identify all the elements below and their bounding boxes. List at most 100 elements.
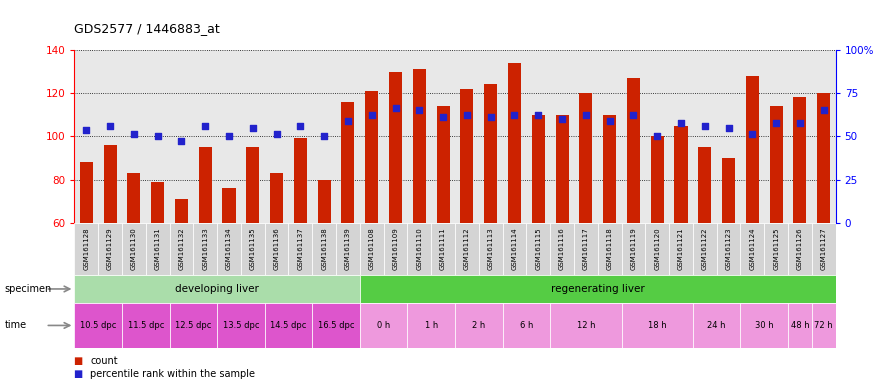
Text: ■: ■ [74, 369, 87, 379]
Text: 30 h: 30 h [755, 321, 774, 330]
Text: GSM161120: GSM161120 [654, 227, 661, 270]
Bar [241, 223, 265, 275]
Bar [722, 158, 735, 223]
Text: GSM161136: GSM161136 [274, 227, 280, 270]
Text: GSM161126: GSM161126 [797, 227, 803, 270]
Text: GSM161109: GSM161109 [393, 227, 398, 270]
Bar [408, 223, 431, 275]
Text: percentile rank within the sample: percentile rank within the sample [90, 369, 256, 379]
Text: GSM161125: GSM161125 [774, 227, 779, 270]
Point [436, 114, 450, 120]
Bar [812, 303, 836, 348]
Bar [502, 223, 527, 275]
Text: 10.5 dpc: 10.5 dpc [80, 321, 116, 330]
Text: 13.5 dpc: 13.5 dpc [222, 321, 259, 330]
Point [365, 112, 379, 118]
Point [697, 122, 711, 129]
Bar [265, 303, 312, 348]
Point [793, 120, 807, 126]
Bar [193, 223, 217, 275]
Bar [646, 223, 669, 275]
Point [674, 120, 688, 126]
Bar [794, 98, 807, 223]
Bar [455, 303, 502, 348]
Bar [651, 136, 664, 223]
Bar [484, 84, 497, 223]
Bar [246, 147, 259, 223]
Text: GSM161134: GSM161134 [226, 227, 232, 270]
Text: 18 h: 18 h [648, 321, 667, 330]
Bar [413, 70, 426, 223]
Point [199, 122, 213, 129]
Bar [556, 115, 569, 223]
Text: GSM161111: GSM161111 [440, 227, 446, 270]
Bar [122, 303, 170, 348]
Bar [455, 223, 479, 275]
Bar [669, 223, 693, 275]
Bar [74, 303, 122, 348]
Bar [312, 303, 360, 348]
Bar [603, 115, 616, 223]
Text: 2 h: 2 h [473, 321, 486, 330]
Point [317, 133, 331, 139]
Bar [146, 223, 170, 275]
Point [293, 122, 307, 129]
Bar [199, 147, 212, 223]
Point [555, 116, 569, 122]
Point [388, 105, 402, 111]
Bar [127, 173, 140, 223]
Bar [693, 303, 740, 348]
Point [412, 108, 426, 114]
Bar [479, 223, 502, 275]
Point [507, 112, 522, 118]
Text: 16.5 dpc: 16.5 dpc [318, 321, 354, 330]
Text: GSM161112: GSM161112 [464, 227, 470, 270]
Bar [698, 147, 711, 223]
Bar [175, 199, 188, 223]
Point [460, 112, 474, 118]
Bar [336, 223, 360, 275]
Bar [294, 139, 307, 223]
Point [746, 131, 760, 137]
Bar [788, 303, 812, 348]
Text: 11.5 dpc: 11.5 dpc [128, 321, 164, 330]
Bar [788, 223, 812, 275]
Bar [817, 93, 830, 223]
Bar [812, 223, 836, 275]
Text: 12 h: 12 h [577, 321, 595, 330]
Bar [151, 182, 164, 223]
Text: specimen: specimen [4, 284, 52, 294]
Text: 72 h: 72 h [815, 321, 833, 330]
Bar [502, 303, 550, 348]
Text: GSM161124: GSM161124 [749, 227, 755, 270]
Text: 6 h: 6 h [520, 321, 533, 330]
Text: GSM161137: GSM161137 [298, 227, 304, 270]
Point [531, 112, 545, 118]
Bar [80, 162, 93, 223]
Bar [431, 223, 455, 275]
Bar [360, 275, 836, 303]
Bar [460, 89, 473, 223]
Text: GSM161129: GSM161129 [107, 227, 113, 270]
Bar [621, 223, 646, 275]
Text: GDS2577 / 1446883_at: GDS2577 / 1446883_at [74, 22, 220, 35]
Bar [437, 106, 450, 223]
Text: developing liver: developing liver [175, 284, 259, 294]
Bar [74, 223, 98, 275]
Point [769, 120, 783, 126]
Bar [170, 303, 217, 348]
Bar [265, 223, 289, 275]
Text: regenerating liver: regenerating liver [551, 284, 645, 294]
Bar [74, 275, 360, 303]
Bar [574, 223, 598, 275]
Bar [98, 223, 122, 275]
Point [222, 133, 236, 139]
Text: ■: ■ [74, 356, 87, 366]
Bar [717, 223, 740, 275]
Bar [217, 303, 265, 348]
Bar [770, 106, 783, 223]
Bar [746, 76, 759, 223]
Bar [341, 102, 354, 223]
Point [722, 124, 736, 131]
Text: GSM161114: GSM161114 [512, 227, 517, 270]
